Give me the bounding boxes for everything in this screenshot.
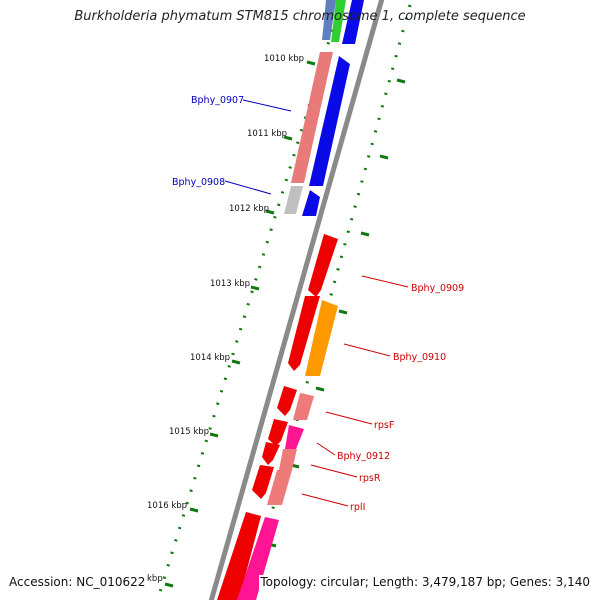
kbp-label-1011: 1011 kbp: [247, 129, 287, 139]
gene-arrow[interactable]: [309, 56, 350, 186]
major-tick: [283, 135, 293, 141]
kbp-label-1015: 1015 kbp: [169, 427, 209, 437]
gene-feature[interactable]: [322, 0, 336, 40]
gene-feature[interactable]: [279, 449, 297, 470]
gene-arrow[interactable]: [277, 386, 297, 416]
leader-rpli: [301, 493, 349, 507]
gene-feature[interactable]: [284, 186, 303, 214]
leader-rpsr: [310, 464, 358, 478]
leader-bphy-0907: [242, 99, 292, 112]
kbp-labels: 1010 kbp 1011 kbp 1012 kbp 1013 kbp 1014…: [147, 54, 304, 584]
outer-major-tick: [396, 78, 406, 84]
leader-bphy-0909: [361, 275, 409, 288]
leader-bphy-0912: [316, 442, 336, 456]
gene-label-bphy-0912[interactable]: Bphy_0912: [337, 451, 390, 462]
leader-bphy-0908: [224, 180, 272, 195]
major-tick: [164, 582, 174, 588]
genome-summary-text: Topology: circular; Length: 3,479,187 bp…: [259, 575, 591, 589]
gene-arrow[interactable]: [262, 442, 280, 465]
forward-genes: [284, 0, 364, 216]
gene-arrow[interactable]: [252, 465, 274, 499]
major-tick: [265, 209, 275, 215]
outer-tick-track: [246, 4, 412, 600]
gene-label-bphy-0907[interactable]: Bphy_0907: [191, 95, 244, 106]
major-ticks: [164, 60, 406, 588]
gene-label-rpsf[interactable]: rpsF: [374, 420, 394, 431]
gene-arrow[interactable]: [302, 190, 320, 216]
gene-feature[interactable]: [237, 517, 279, 600]
leader-rpsf: [325, 411, 373, 425]
kbp-label-1013: 1013 kbp: [210, 279, 250, 289]
outer-major-tick: [315, 386, 325, 392]
gene-feature[interactable]: [267, 470, 292, 505]
major-tick: [250, 285, 260, 291]
kbp-label-partial: kbp: [147, 574, 163, 584]
gene-feature[interactable]: [293, 393, 314, 420]
gene-labels: Bphy_0907 Bphy_0908 Bphy_0909 Bphy_0910 …: [172, 95, 464, 513]
outer-major-tick: [360, 231, 370, 237]
genome-backbone: [208, 0, 385, 600]
major-tick: [231, 359, 241, 365]
gene-label-rpsr[interactable]: rpsR: [359, 473, 381, 484]
reverse-genes: [217, 234, 338, 600]
gene-label-bphy-0908[interactable]: Bphy_0908: [172, 177, 225, 188]
kbp-label-1010: 1010 kbp: [264, 54, 304, 64]
outer-major-tick: [338, 309, 348, 315]
gene-arrow[interactable]: [288, 296, 320, 371]
map-title: Burkholderia phymatum STM815 chromosome …: [74, 9, 526, 24]
kbp-label-1016: 1016 kbp: [147, 501, 187, 511]
outer-major-tick: [379, 154, 389, 160]
kbp-label-1014: 1014 kbp: [190, 353, 230, 363]
gene-label-bphy-0909[interactable]: Bphy_0909: [411, 283, 464, 294]
gene-arrow[interactable]: [308, 234, 338, 297]
leader-bphy-0910: [343, 343, 391, 357]
gene-feature[interactable]: [285, 425, 304, 449]
accession-text: Accession: NC_010622: [8, 575, 147, 589]
gene-feature[interactable]: [291, 52, 333, 183]
gene-arrow[interactable]: [217, 512, 261, 600]
kbp-label-1012: 1012 kbp: [229, 204, 269, 214]
major-tick: [306, 60, 316, 66]
major-tick: [189, 507, 199, 513]
gene-feature[interactable]: [305, 300, 338, 376]
label-leaders: [224, 99, 409, 507]
major-tick: [209, 432, 219, 438]
gene-label-rpli[interactable]: rplI: [350, 502, 365, 513]
gene-arrow[interactable]: [268, 419, 288, 446]
gene-arrow[interactable]: [342, 0, 364, 44]
gene-feature[interactable]: [331, 0, 346, 42]
gene-label-bphy-0910[interactable]: Bphy_0910: [393, 352, 446, 363]
